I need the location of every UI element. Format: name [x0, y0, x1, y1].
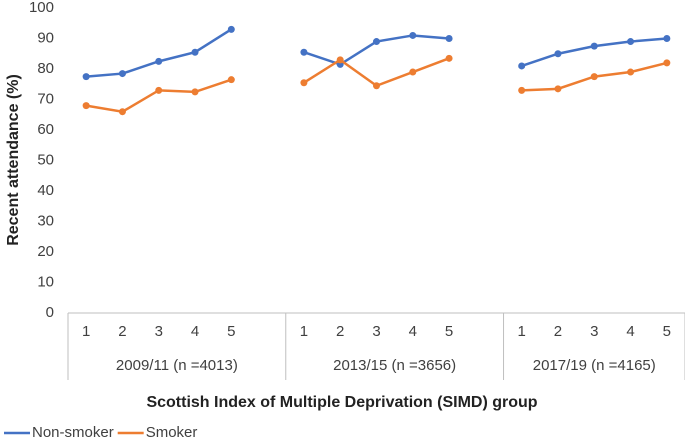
legend-label: Non-smoker: [32, 424, 114, 441]
point: [663, 59, 671, 67]
x-tick-label: 2: [118, 323, 126, 340]
point: [227, 76, 235, 84]
point: [191, 88, 199, 96]
group-label: 2013/15 (n =3656): [333, 357, 456, 374]
point: [445, 35, 453, 42]
x-tick-label: 4: [626, 323, 634, 340]
x-tick-label: 2: [336, 323, 344, 340]
point: [518, 62, 526, 70]
y-tick-label: 0: [46, 304, 54, 321]
y-tick-label: 60: [37, 121, 54, 138]
point: [373, 82, 380, 90]
point: [82, 73, 90, 81]
point: [336, 56, 344, 64]
point: [518, 86, 526, 94]
x-tick-label: 1: [300, 323, 308, 340]
point: [118, 108, 126, 116]
point: [627, 38, 635, 46]
group-label: 2009/11 (n =4013): [116, 357, 238, 374]
point: [445, 54, 453, 62]
point: [409, 68, 417, 76]
y-tick-label: 40: [37, 182, 54, 199]
point: [300, 48, 308, 56]
x-tick-label: 3: [155, 323, 163, 340]
y-tick-label: 50: [37, 151, 54, 168]
point: [409, 31, 417, 39]
x-axis-title: Scottish Index of Multiple Deprivation (…: [146, 394, 537, 411]
x-tick-label: 1: [518, 323, 526, 340]
x-tick-label: 4: [191, 323, 199, 340]
y-tick-label: 100: [29, 0, 54, 16]
y-tick-label: 70: [37, 90, 54, 107]
point: [590, 73, 598, 81]
point: [627, 68, 635, 76]
point: [191, 48, 199, 56]
point: [554, 50, 562, 58]
point: [590, 42, 598, 50]
legend-label: Smoker: [146, 424, 198, 441]
x-tick-label: 3: [372, 323, 380, 340]
x-tick-label: 4: [409, 323, 417, 340]
point: [155, 86, 163, 94]
x-tick-label: 3: [590, 323, 598, 340]
x-tick-label: 2: [554, 323, 562, 340]
x-tick-label: 5: [227, 323, 235, 340]
point: [663, 35, 671, 42]
point: [118, 70, 126, 78]
y-tick-label: 80: [37, 60, 54, 77]
y-axis-title: Recent attendance (%): [5, 74, 22, 246]
x-tick-label: 5: [663, 323, 671, 340]
y-tick-label: 20: [37, 243, 54, 260]
x-tick-label: 5: [445, 323, 453, 340]
y-tick-label: 30: [37, 212, 54, 229]
point: [554, 85, 562, 93]
point: [373, 38, 380, 46]
y-tick-label: 90: [37, 29, 54, 46]
series-line: [86, 28, 667, 78]
point: [300, 79, 308, 87]
y-tick-label: 10: [37, 273, 54, 290]
x-tick-label: 1: [82, 323, 90, 340]
point: [227, 25, 235, 33]
point: [155, 57, 163, 65]
point: [82, 102, 90, 110]
group-label: 2017/19 (n =4165): [533, 357, 656, 374]
